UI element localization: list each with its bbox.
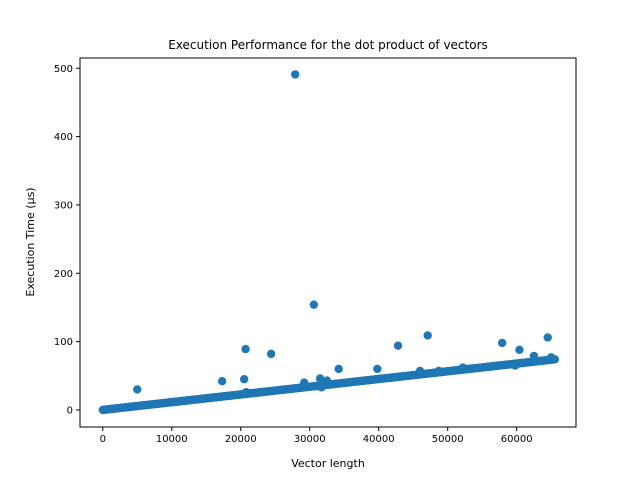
data-point-outlier-12: [334, 364, 343, 374]
data-point-outlier-9: [315, 374, 325, 383]
y-tick-label: 300: [54, 200, 73, 211]
data-point-outlier-7: [300, 378, 309, 387]
chart-title: Execution Performance for the dot produc…: [168, 38, 488, 52]
data-point-outlier-6: [291, 70, 300, 79]
data-point-outlier-24: [546, 353, 556, 362]
data-point-outlier-18: [458, 363, 468, 372]
data-points: [98, 70, 560, 415]
data-point-outlier-15: [415, 366, 425, 376]
y-tick-label: 100: [54, 337, 73, 348]
y-tick-label: 500: [54, 64, 73, 75]
data-point-outlier-21: [515, 345, 524, 354]
data-point-outlier-17: [434, 366, 443, 376]
x-axis-label: Vector length: [291, 457, 365, 470]
data-point-outlier-8: [309, 300, 319, 309]
x-tick-label: 20000: [225, 434, 257, 445]
data-point-outlier-5: [266, 349, 276, 359]
y-tick-label: 400: [54, 132, 73, 143]
data-point-outlier-0: [133, 385, 142, 394]
data-point-outlier-3: [241, 344, 250, 354]
data-point-outlier-19: [497, 338, 507, 348]
x-tick-label: 40000: [363, 434, 395, 445]
x-tick-label: 30000: [294, 434, 326, 445]
x-tick-label: 60000: [501, 434, 533, 445]
data-point-outlier-20: [511, 361, 520, 370]
x-axis-ticks: 0 10000 20000 30000 40000 50000 60000: [100, 427, 533, 445]
data-point-outlier-4: [242, 387, 251, 397]
y-tick-label: 0: [67, 405, 73, 416]
data-point-outlier-11: [322, 376, 332, 385]
data-point-outlier-23: [543, 333, 552, 342]
data-point-outlier-13: [373, 364, 382, 374]
data-point-outlier-1: [217, 377, 227, 386]
data-point-outlier-22: [529, 351, 539, 361]
y-axis-ticks: 0 100 200 300 400 500: [54, 64, 80, 416]
data-point-outlier-10: [317, 383, 326, 392]
x-tick-label: 50000: [432, 434, 464, 445]
x-tick-label: 0: [100, 434, 106, 445]
y-axis-label: Execution Time (µs): [24, 187, 37, 296]
data-point-outlier-2: [239, 374, 249, 384]
plot-frame: [79, 57, 577, 428]
x-tick-label: 10000: [156, 434, 188, 445]
data-point-outlier-14: [393, 341, 403, 350]
y-tick-label: 200: [54, 269, 73, 280]
data-point-outlier-16: [423, 331, 432, 340]
